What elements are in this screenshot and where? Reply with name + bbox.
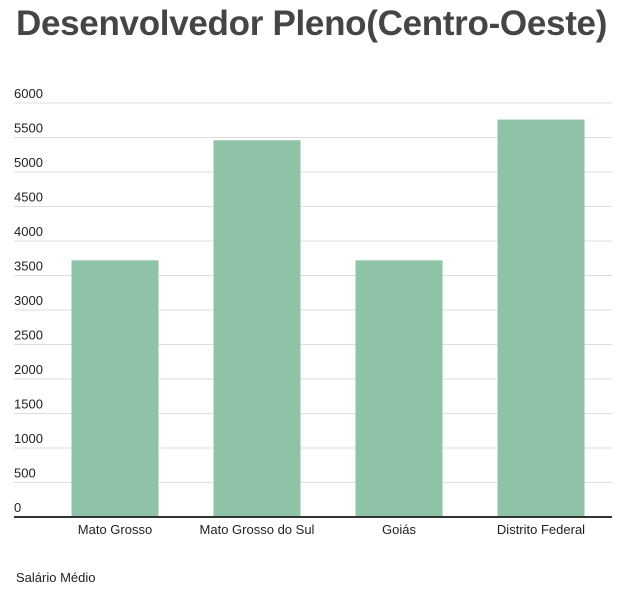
y-tick-label: 6000 — [14, 86, 43, 101]
bar — [213, 140, 301, 517]
y-tick-label: 1000 — [14, 431, 43, 446]
y-tick-label: 5000 — [14, 155, 43, 170]
y-tick-label: 4000 — [14, 224, 43, 239]
y-tick-label: 3500 — [14, 259, 43, 274]
y-tick-label: 4500 — [14, 190, 43, 205]
bars — [71, 119, 585, 517]
y-tick-label: 2500 — [14, 328, 43, 343]
bar — [497, 119, 585, 517]
x-category-label: Goiás — [382, 522, 416, 537]
x-category-label: Mato Grosso — [78, 522, 152, 537]
bar — [71, 260, 159, 517]
y-tick-label: 5500 — [14, 121, 43, 136]
bar-chart: 0 500 1000 1500 2000 2500 3000 3500 4000 4500 5000… — [14, 86, 612, 537]
x-category-label: Mato Grosso do Sul — [200, 522, 315, 537]
x-category-label: Distrito Federal — [497, 522, 585, 537]
x-axis-labels: Mato Grosso Mato Grosso do Sul Goiás Distri… — [78, 522, 585, 537]
legend-series-name: Salário Médio — [16, 570, 96, 585]
chart-title: Desenvolvedor Pleno(Centro-Oeste) — [16, 4, 608, 43]
y-axis-ticks: 0 500 1000 1500 2000 2500 3000 3500 4000 4500 5000… — [14, 86, 43, 515]
y-tick-label: 3000 — [14, 293, 43, 308]
y-tick-label: 500 — [14, 466, 36, 481]
y-tick-label: 2000 — [14, 362, 43, 377]
y-tick-label: 0 — [14, 500, 21, 515]
y-tick-label: 1500 — [14, 397, 43, 412]
bar — [355, 260, 443, 517]
